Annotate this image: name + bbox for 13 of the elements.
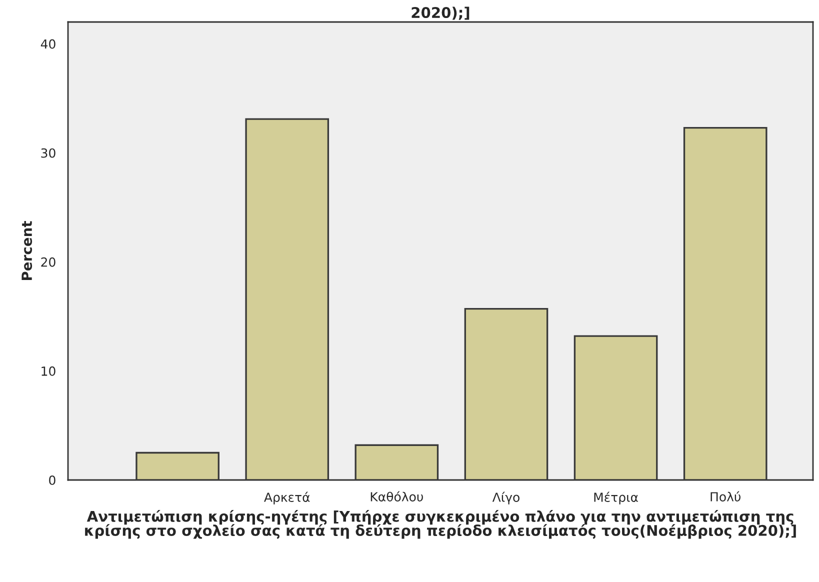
y-tick-label: 40 [40,39,56,49]
x-tick-label: Μέτρια [594,492,638,504]
x-tick-label: Πολύ [710,491,740,502]
x-axis-title: Αντιμετώπιση κρίσης-ηγέτης [Υπήρχε συγκεκριμένο πλάνο για την αντιμετώπιση της κρίσης στο σχολείο σας κατά τη δεύτερη περίοδο κλεισίματός τους(Νοέμβριος 2020);] [85,510,796,539]
y-tick-label: 20 [41,257,56,267]
y-tick-label: 30 [41,148,56,158]
x-tick-label: Λίγο [492,492,520,504]
x-tick-label: Αρκετά [264,492,310,504]
x-tick-label: Καθόλου [370,491,423,502]
chart-title: 2020);] [412,6,470,20]
y-axis-title: Percent [22,221,32,280]
y-tick-label: 0 [49,475,56,485]
y-tick-label: 10 [42,366,56,376]
